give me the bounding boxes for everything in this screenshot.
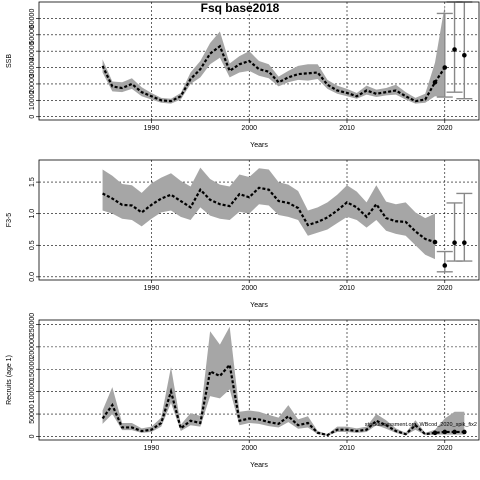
x-tick-label: 2010 [339,445,355,452]
confidence-band [102,326,465,436]
x-tick-label: 2020 [437,125,453,132]
y-tick-label: 50000 [29,25,36,45]
y-tick-label: 200000 [29,335,36,358]
forecast-point [462,429,467,435]
source-annotation: stockassessment.org, WBcod_2020_spik_fix… [365,422,477,428]
x-axis-label: Years [250,302,268,309]
y-axis-label: SSB [6,54,13,68]
panel-2: 1990 2000 2010 2020 0.0 0.5 1.0 1.5 Years F3-5 [6,159,480,309]
y-tick-label: 40000 [29,41,36,61]
estimate-line [102,186,436,244]
x-tick-label: 2010 [339,125,355,132]
x-tick-label: 2000 [241,445,257,452]
x-axis-label: Years [250,462,268,469]
y-tick-label: 0 [29,115,36,119]
plot-frame [38,319,480,441]
estimate-line [101,362,465,437]
x-tick-label: 2010 [339,285,355,292]
forecast-point [452,240,457,246]
y-axis-label: F3-5 [6,213,13,228]
forecast-point [432,80,438,85]
confidence-band [102,167,435,260]
plot-frame [38,1,480,121]
y-tick-label: 0.0 [29,272,36,282]
plot-frame [38,159,480,281]
y-tick-label: 30000 [29,58,36,78]
panel-1: 1990 2000 2010 2020 0 10000200003000040000500… [6,1,480,149]
forecast-point [452,47,457,52]
panel-3: 1990 2000 2010 2020 0 50000100000150000200000… [6,313,480,469]
estimate-line [101,44,446,103]
x-tick-label: 1990 [144,125,160,132]
y-tick-label: 0 [29,434,36,438]
x-tick-label: 2000 [241,125,257,132]
forecast-point [432,430,438,436]
y-tick-label: 0.5 [29,240,36,250]
forecast-point [442,429,448,435]
y-tick-label: 10000 [29,90,36,110]
x-tick-label: 1990 [144,285,160,292]
forecast-point [442,65,448,70]
y-tick-label: 1.0 [29,209,36,219]
chart-title: Fsq base2018 [201,1,280,15]
y-tick-label: 60000 [29,9,36,29]
forecast-point [462,52,467,58]
y-axis-label: Recruits (age 1) [6,355,13,405]
forecast-point [452,429,457,435]
y-tick-label: 250000 [29,313,36,336]
y-tick-label: 100000 [29,380,36,403]
x-tick-label: 2020 [437,445,453,452]
x-tick-label: 2000 [241,285,257,292]
forecast-point [432,239,438,245]
confidence-band [102,5,445,104]
forecast-point [462,240,467,246]
y-tick-label: 150000 [29,357,36,380]
x-tick-label: 1990 [144,445,160,452]
y-tick-label: 1.5 [29,177,36,187]
y-tick-label: 50000 [29,404,36,424]
x-tick-label: 2020 [437,285,453,292]
forecast-point [442,263,448,268]
x-axis-label: Years [250,142,268,149]
y-tick-label: 20000 [29,74,36,94]
